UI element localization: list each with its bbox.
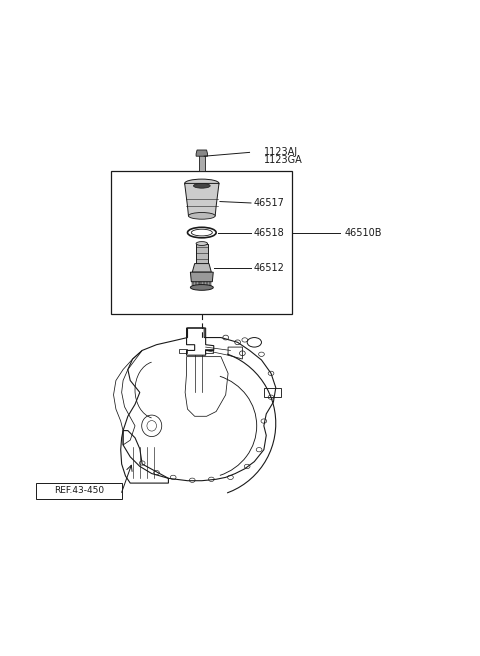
Text: 1123GA: 1123GA [264,155,302,165]
Ellipse shape [189,213,215,219]
Polygon shape [209,281,211,287]
Bar [111,171,292,314]
Polygon shape [206,281,208,287]
Polygon shape [201,281,203,287]
Text: 46517: 46517 [253,198,284,208]
Polygon shape [192,264,211,272]
Text: 46510B: 46510B [345,228,383,237]
Polygon shape [196,243,207,264]
Polygon shape [196,150,207,156]
Ellipse shape [196,241,207,245]
Polygon shape [195,281,197,287]
Text: 1123AJ: 1123AJ [264,148,298,157]
Ellipse shape [193,184,210,188]
Polygon shape [203,281,205,287]
Ellipse shape [191,285,213,291]
Polygon shape [192,281,194,287]
Polygon shape [199,155,204,171]
Ellipse shape [185,179,219,188]
Text: 46518: 46518 [253,228,284,237]
Ellipse shape [192,229,212,236]
Text: REF.43-450: REF.43-450 [54,486,104,495]
Polygon shape [185,184,219,216]
Polygon shape [198,281,200,287]
Ellipse shape [188,228,216,238]
Polygon shape [191,272,213,281]
Text: 46512: 46512 [253,263,284,274]
